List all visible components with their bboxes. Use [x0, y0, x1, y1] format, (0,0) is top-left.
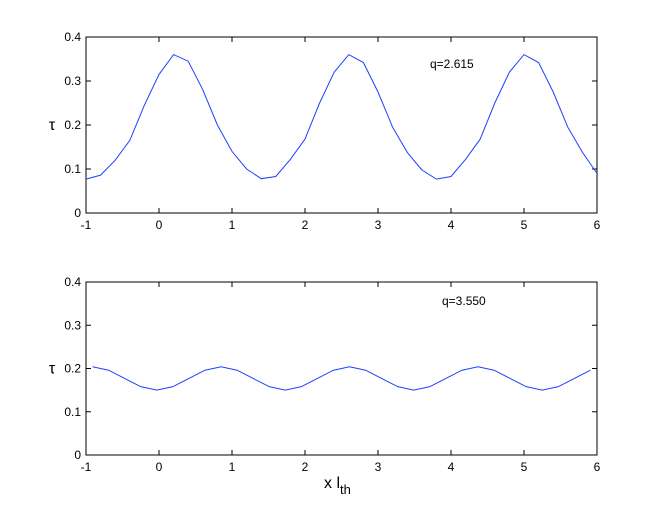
x-tick-label: 0 — [156, 460, 163, 474]
x-tick-label: 0 — [156, 218, 163, 232]
y-axis-label: τ — [49, 361, 56, 378]
x-tick-label: 2 — [302, 218, 309, 232]
y-tick-label: 0.2 — [64, 118, 81, 132]
x-axis-label-subscript: th — [340, 482, 351, 497]
x-tick-label: 5 — [521, 218, 528, 232]
x-tick-label: -1 — [81, 460, 92, 474]
y-tick-label: 0.1 — [64, 162, 81, 176]
x-tick-label: 1 — [229, 218, 236, 232]
x-tick-label: 6 — [594, 460, 601, 474]
annotation: q=3.550 — [442, 294, 486, 308]
x-tick-label: 2 — [302, 460, 309, 474]
x-tick-label: 4 — [448, 460, 455, 474]
x-tick-label: 5 — [521, 460, 528, 474]
x-tick-label: 3 — [375, 460, 382, 474]
y-tick-label: 0.1 — [64, 405, 81, 419]
y-tick-label: 0.4 — [64, 30, 81, 44]
y-tick-label: 0.4 — [64, 275, 81, 289]
x-tick-label: 1 — [229, 460, 236, 474]
y-tick-label: 0 — [74, 206, 81, 220]
x-axis-label-text: x l — [324, 475, 340, 492]
data-line — [92, 366, 591, 391]
x-tick-label: -1 — [81, 218, 92, 232]
annotation: q=2.615 — [430, 57, 474, 71]
data-line — [85, 53, 598, 180]
y-axis-label: τ — [49, 117, 56, 134]
x-tick-label: 4 — [448, 218, 455, 232]
x-tick-label: 3 — [375, 218, 382, 232]
x-tick-label: 6 — [594, 218, 601, 232]
y-tick-label: 0 — [74, 448, 81, 462]
y-tick-label: 0.2 — [64, 362, 81, 376]
x-axis-label: x lth — [324, 475, 351, 497]
y-tick-label: 0.3 — [64, 74, 81, 88]
y-tick-label: 0.3 — [64, 318, 81, 332]
